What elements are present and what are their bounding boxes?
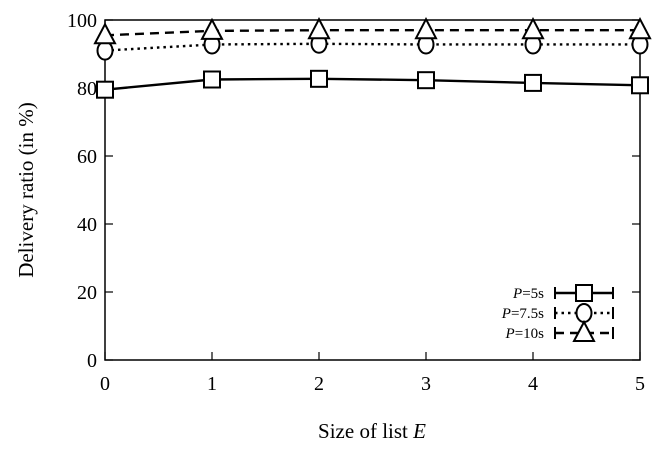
data-point-square xyxy=(524,73,542,92)
legend-label: P=5s xyxy=(512,286,544,302)
data-point-triangle xyxy=(307,17,331,40)
data-point-triangle xyxy=(93,22,117,45)
series-layer xyxy=(93,17,652,99)
data-point-triangle xyxy=(414,17,438,40)
series-triangle xyxy=(93,17,652,45)
y-tick-label: 0 xyxy=(87,350,97,372)
x-tick-label: 4 xyxy=(528,373,538,395)
legend-marker-triangle xyxy=(572,319,596,342)
series-line-square xyxy=(104,77,641,91)
x-axis-ticks: 0 1 2 3 4 5 xyxy=(100,20,645,395)
y-axis-ticks: 0 20 40 60 80 100 xyxy=(67,10,640,372)
legend-label-value: =7.5s xyxy=(511,306,544,322)
x-tick-label: 3 xyxy=(421,373,431,395)
x-tick-label: 0 xyxy=(100,373,110,395)
legend-label-variable: P xyxy=(505,326,515,342)
legend-entry-square: P=5s xyxy=(512,284,614,302)
legend: P=5sP=7.5sP=10s xyxy=(501,284,614,342)
data-point-triangle xyxy=(628,17,652,40)
x-tick-label: 2 xyxy=(314,373,324,395)
legend-label-variable: P xyxy=(512,286,522,302)
legend-label-variable: P xyxy=(501,306,511,322)
x-axis-title-variable: E xyxy=(412,419,426,443)
data-point-square xyxy=(631,76,649,95)
legend-marker-square xyxy=(575,284,593,302)
series-square xyxy=(96,69,649,99)
legend-label-value: =5s xyxy=(522,286,544,302)
legend-entry-circle: P=7.5s xyxy=(501,303,614,323)
series-line-circle xyxy=(104,42,640,52)
series-circle xyxy=(96,33,649,61)
legend-label: P=7.5s xyxy=(501,306,544,322)
data-point-square xyxy=(310,69,328,88)
y-tick-label: 20 xyxy=(77,282,97,304)
x-tick-label: 5 xyxy=(635,373,645,395)
legend-label-value: =10s xyxy=(515,326,544,342)
data-point-triangle xyxy=(521,17,545,40)
data-point-square xyxy=(203,70,221,89)
data-point-square xyxy=(96,80,114,99)
legend-label: P=10s xyxy=(505,326,545,342)
plot-frame xyxy=(104,19,641,361)
y-tick-label: 60 xyxy=(77,146,97,168)
x-axis-title-text: Size of list xyxy=(318,419,408,443)
y-axis-title: Delivery ratio (in %) xyxy=(14,102,38,278)
legend-marker-circle xyxy=(575,303,593,323)
data-point-triangle xyxy=(200,17,224,40)
legend-entry-triangle: P=10s xyxy=(505,319,614,342)
x-axis-title: Size of list E xyxy=(318,419,426,443)
y-tick-label: 100 xyxy=(67,10,97,32)
series-line-triangle xyxy=(104,29,640,37)
y-tick-label: 80 xyxy=(77,78,97,100)
y-tick-label: 40 xyxy=(77,214,97,236)
x-tick-label: 1 xyxy=(207,373,217,395)
data-point-square xyxy=(417,71,435,90)
